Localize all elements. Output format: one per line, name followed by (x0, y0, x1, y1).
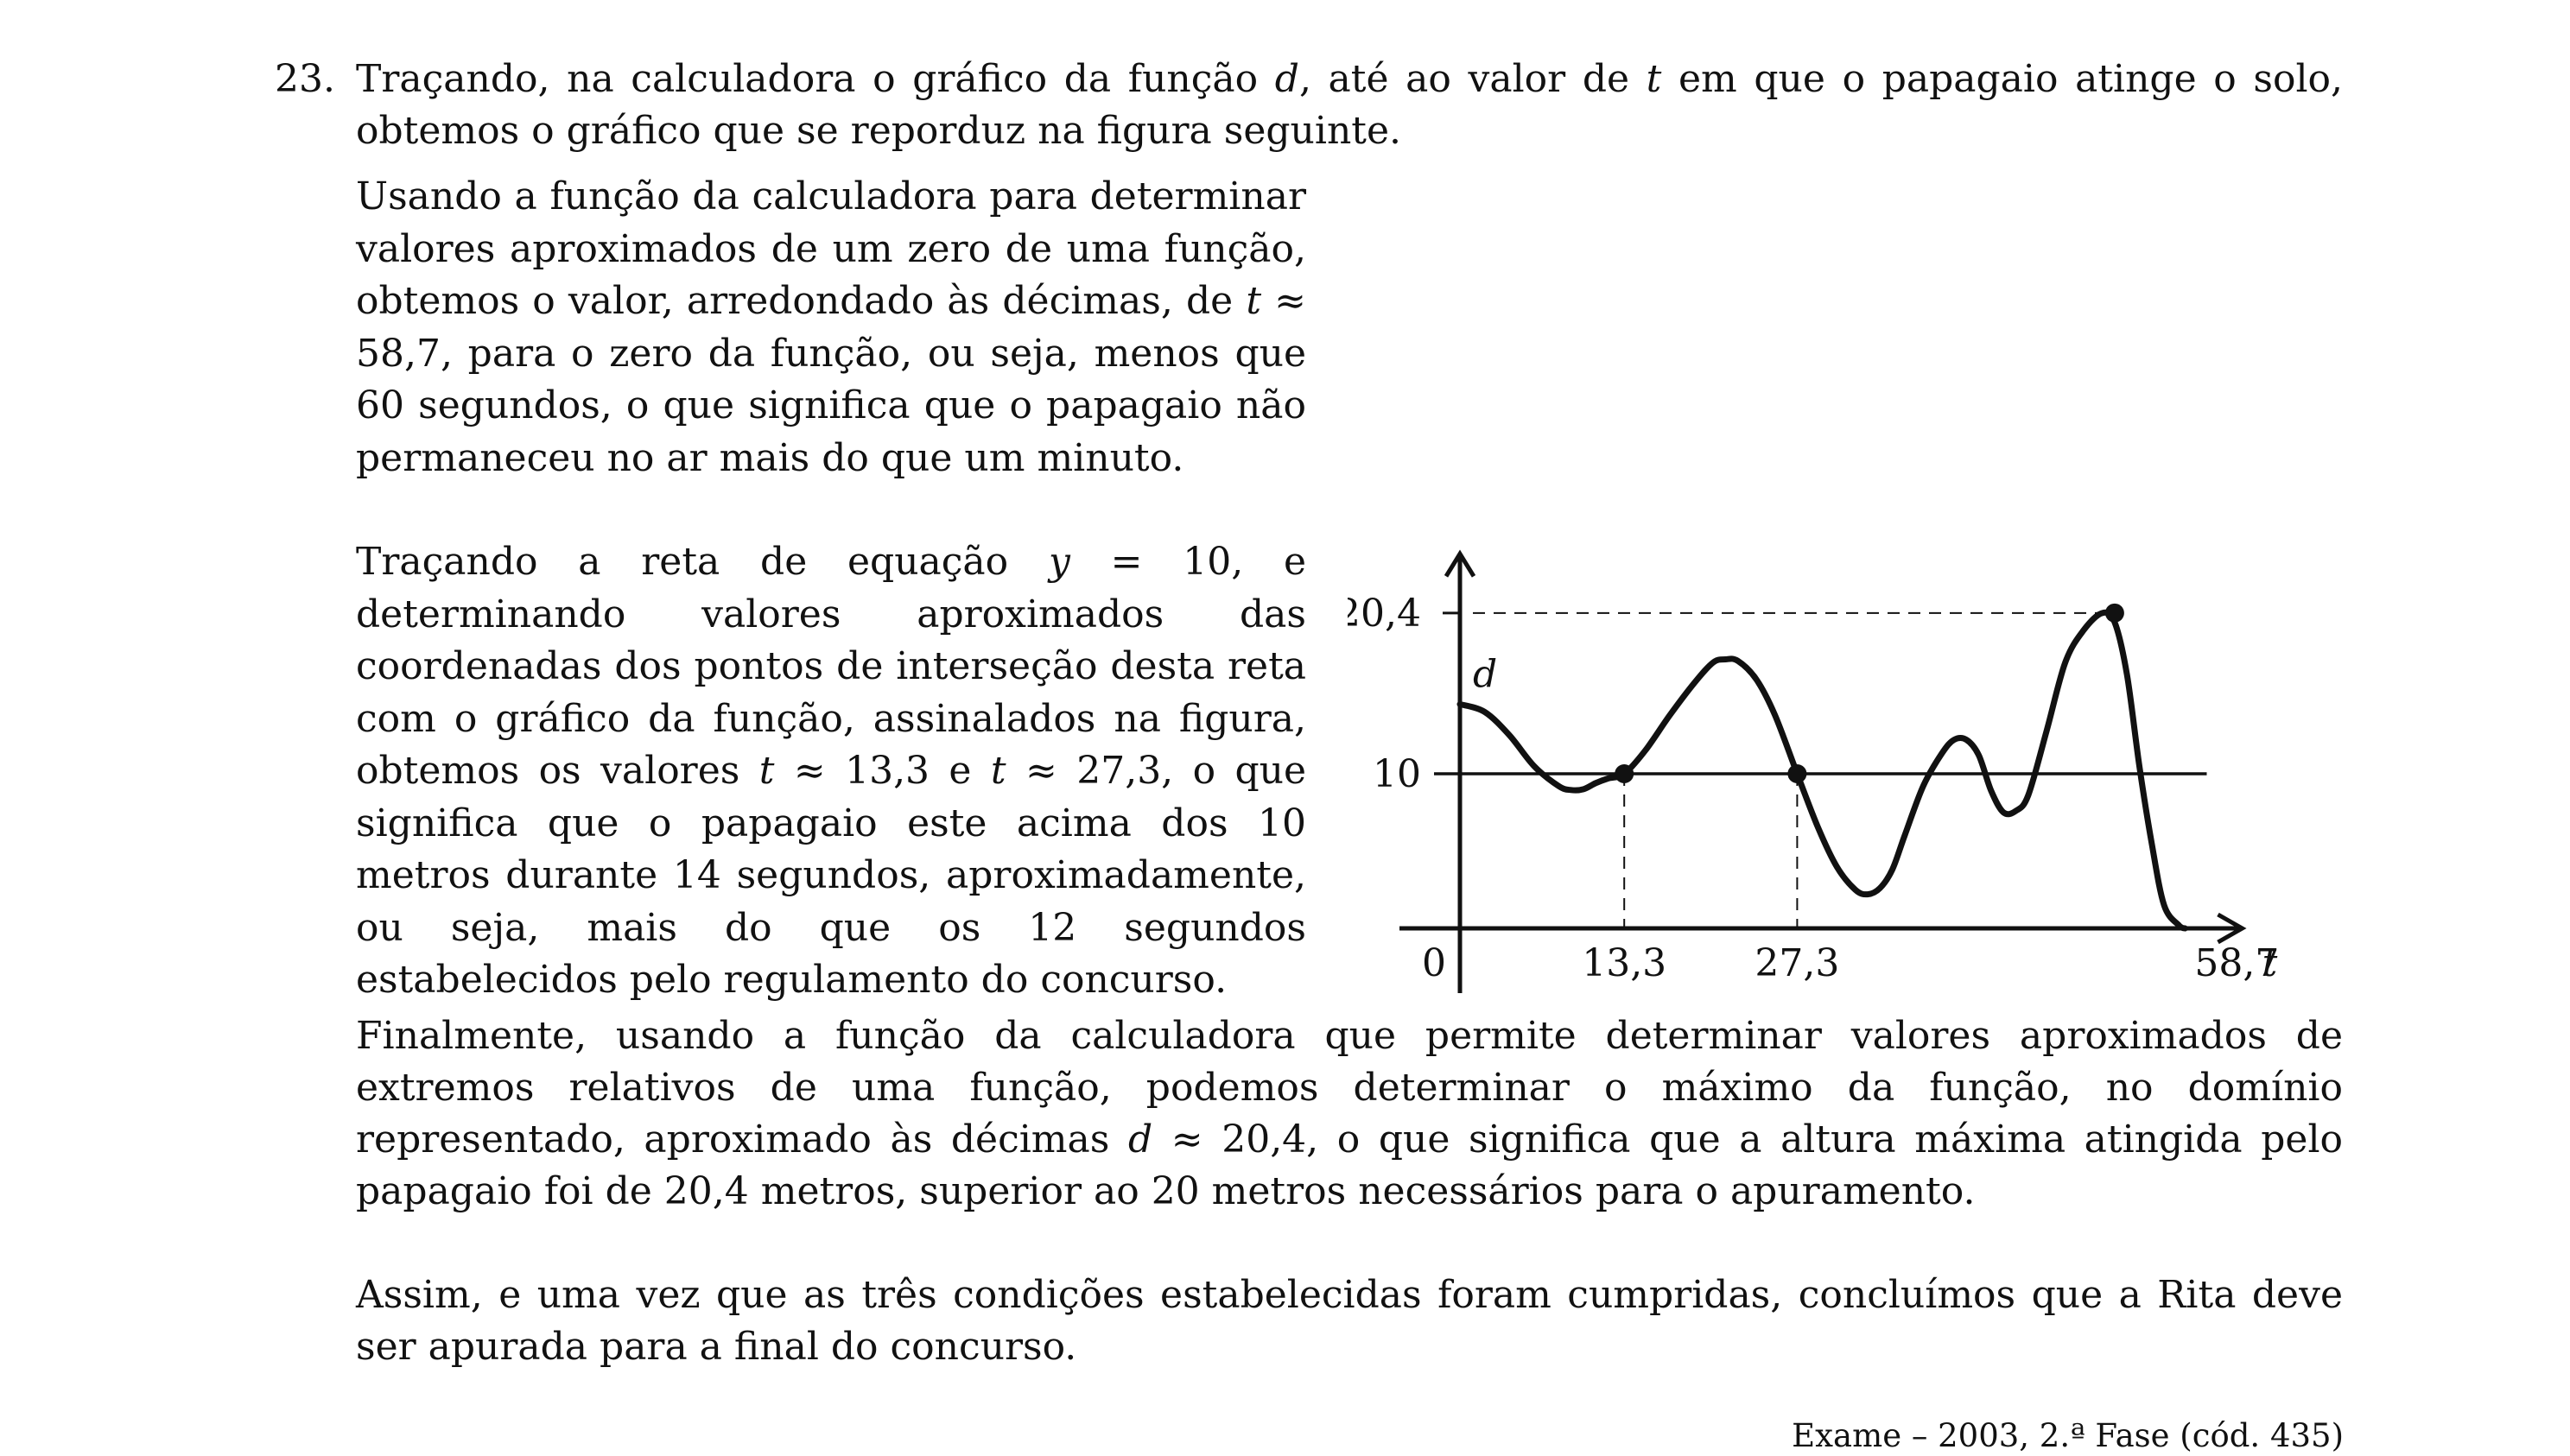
origin-label: 0 (1422, 941, 1446, 985)
paragraph-max: Finalmente, usando a função da calculado… (356, 1010, 2343, 1218)
pm-text-2: ≈ 20,4, o que significa que a altura máx… (356, 1117, 2344, 1213)
marked-point (2104, 603, 2124, 623)
pi-text-3: ≈ 13,3 e (774, 749, 991, 793)
x-axis-arrow (2217, 912, 2247, 945)
marked-point (1787, 764, 1807, 783)
left-column: Usando a função da calculadora para dete… (356, 171, 1306, 1007)
pi-text-4: ≈ 27,3, o que significa que o papagaio e… (356, 749, 1306, 1002)
paragraph-conclusion: Assim, e uma vez que as três condições e… (356, 1273, 2343, 1369)
pi-text-2: = 10, e determinando valores aproximados… (356, 540, 1307, 793)
intro-text-1: Traçando, na calculadora o gráfico da fu… (356, 57, 1275, 101)
graph-svg: 10 20,4 d 0 13,3 27,3 58,7t (1348, 549, 2279, 993)
y-axis-arrow (1444, 549, 1476, 578)
pi-var-t1: t (758, 749, 775, 793)
pz-var-t: t (1246, 279, 1261, 323)
pz-text-1: Usando a função da calculadora para dete… (356, 174, 1306, 323)
intro-text-2: , até ao valor de (1298, 57, 1647, 101)
intro-var-d: d (1274, 57, 1299, 101)
pm-var-d: d (1127, 1117, 1153, 1162)
y-tick-label: 20,4 (1348, 592, 1421, 636)
exam-reference: Exame – 2003, 2.ª Fase (cód. 435) (1792, 1417, 2344, 1454)
pi-text-1: Traçando a reta de equação (356, 540, 1049, 584)
paragraph-zero: Usando a função da calculadora para dete… (356, 171, 1306, 484)
question-intro: Traçando, na calculadora o gráfico da fu… (356, 54, 2343, 157)
pz-text-2: ≈ 58,7, para o zero da função, ou seja, … (356, 279, 1307, 480)
x-tick-label: 13,3 (1582, 941, 1666, 985)
pi-var-y: y (1048, 540, 1070, 584)
function-curve (1456, 609, 2188, 932)
pi-var-t2: t (990, 749, 1006, 793)
x-tick-label: 27,3 (1755, 941, 1839, 985)
function-graph: 10 20,4 d 0 13,3 27,3 58,7 t (1348, 147, 2419, 1010)
y-tick-label: 10 (1373, 752, 1421, 796)
x-tick-label: 58,7 (2194, 941, 2279, 985)
marked-point (1615, 764, 1634, 783)
curve-label-d: d (1473, 652, 1497, 696)
x-axis-label: t (2262, 941, 2278, 985)
intro-var-t: t (1646, 57, 1662, 101)
question-number: 23. (275, 57, 335, 101)
paragraph-intersections: Traçando a reta de equação y = 10, e det… (356, 536, 1306, 1007)
intro-text-3: em que o papagaio atinge o solo, obtemos… (356, 57, 2343, 153)
pm-text-1: Finalmente, usando a função da calculado… (356, 1014, 2343, 1162)
